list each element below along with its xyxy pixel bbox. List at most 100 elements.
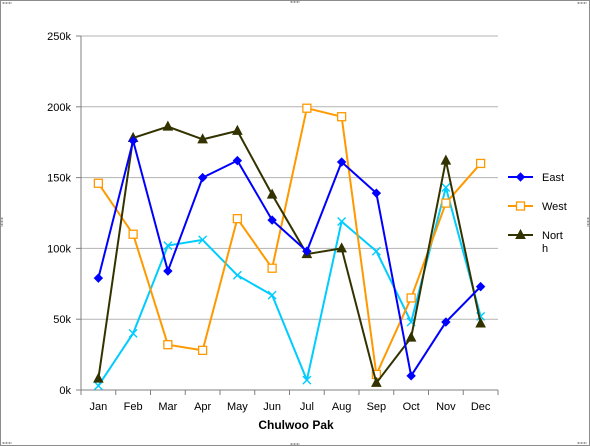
series-line-west — [97, 107, 482, 376]
x-marker-stroke — [128, 328, 138, 338]
y-tick-label: 250k — [47, 31, 71, 43]
legend-marker-diamond — [515, 172, 526, 182]
x-tick-label: Jan — [90, 401, 108, 413]
data-point-diamond — [441, 317, 451, 327]
data-point-diamond — [267, 215, 277, 225]
x-tick-label: Jun — [263, 401, 281, 413]
data-point-diamond — [93, 273, 104, 283]
legend-label: Nort h — [542, 230, 563, 255]
legend-marker-square — [515, 201, 526, 211]
y-tick-label: 0k — [59, 385, 71, 397]
data-point-diamond — [475, 281, 486, 292]
x-tick-label: Mar — [158, 401, 177, 413]
data-point-square — [336, 112, 347, 122]
data-point-x — [371, 246, 381, 256]
series-west[interactable] — [93, 103, 486, 380]
data-point-square — [475, 158, 486, 169]
series-unnamed[interactable] — [93, 183, 486, 391]
data-point-triangle — [197, 133, 208, 144]
x-marker-stroke — [163, 241, 173, 251]
legend-label: East — [542, 172, 564, 184]
series-line-unnamed — [97, 186, 482, 387]
plot-area[interactable] — [93, 103, 486, 391]
data-point-x — [232, 270, 242, 280]
bottom-left-corner-handle[interactable] — [2, 441, 12, 445]
x-marker-stroke — [441, 183, 451, 193]
y-tick-label: 200k — [47, 102, 71, 114]
bottom-resize-handle[interactable] — [290, 442, 300, 446]
data-point-square — [232, 214, 243, 224]
data-point-x — [337, 217, 347, 226]
x-tick-label: Dec — [471, 401, 491, 413]
data-point-square — [93, 178, 104, 188]
bottom-right-corner-handle[interactable] — [577, 441, 587, 445]
x-tick-label: Aug — [332, 401, 352, 413]
data-point-triangle — [266, 188, 278, 199]
legend-item-west[interactable]: West — [508, 201, 567, 213]
axes: 0k 50k 100k 150k 200k 250k Jan Feb Mar Apr May Jun J… — [47, 31, 499, 413]
data-point-square — [128, 229, 138, 239]
x-marker-stroke — [302, 375, 312, 385]
data-point-triangle — [232, 124, 243, 135]
data-point-triangle — [405, 331, 417, 342]
data-point-triangle — [371, 376, 382, 387]
data-point-square — [441, 198, 451, 208]
legend-marker-triangle — [515, 228, 526, 239]
x-marker-stroke — [267, 290, 277, 300]
data-point-x — [198, 235, 208, 245]
data-point-diamond — [406, 371, 416, 381]
data-point-diamond — [371, 188, 382, 198]
data-point-triangle — [93, 372, 104, 383]
data-point-triangle — [440, 154, 452, 165]
data-point-x — [93, 381, 103, 391]
x-tick-label: Jul — [300, 401, 314, 413]
x-marker-stroke — [93, 381, 103, 391]
data-point-diamond — [302, 246, 312, 256]
data-point-square — [406, 293, 416, 303]
x-tick-label: Oct — [403, 401, 420, 413]
series-east[interactable] — [93, 136, 486, 381]
legend-item-east[interactable]: East — [508, 172, 564, 184]
data-point-x — [267, 290, 277, 300]
data-point-square — [267, 263, 277, 273]
legend-label-line: h — [542, 243, 548, 255]
legend-label-line: Nort — [542, 230, 563, 242]
data-point-x — [128, 328, 138, 338]
right-resize-handle[interactable] — [586, 217, 590, 227]
legend-item-nort-h[interactable]: Nort h — [508, 228, 563, 255]
data-point-diamond — [128, 136, 138, 146]
x-tick-label: Apr — [194, 401, 211, 413]
x-tick-label: Nov — [436, 401, 456, 413]
x-marker-stroke — [337, 217, 347, 226]
data-point-triangle — [475, 317, 486, 328]
x-tick-label: May — [227, 401, 248, 413]
data-point-triangle — [162, 120, 174, 131]
x-marker-stroke — [198, 235, 208, 245]
x-marker-stroke — [371, 246, 381, 256]
y-tick-label: 100k — [47, 243, 71, 255]
top-resize-handle[interactable] — [290, 0, 300, 4]
x-marker-stroke — [232, 270, 242, 280]
x-tick-label: Sep — [367, 401, 387, 413]
series-line-east — [97, 139, 482, 377]
x-marker-stroke — [476, 311, 486, 321]
y-tick-label: 150k — [47, 173, 71, 185]
series-line-nort-h — [97, 125, 482, 384]
legend[interactable]: East West Nort h — [508, 172, 567, 255]
left-resize-handle[interactable] — [0, 217, 4, 227]
data-point-x — [302, 375, 312, 385]
data-point-square — [197, 345, 208, 356]
data-point-square — [163, 340, 173, 350]
data-point-diamond — [336, 157, 347, 167]
y-tick-label: 50k — [53, 314, 71, 326]
x-axis-title: Chulwoo Pak — [258, 418, 334, 432]
top-right-corner-handle[interactable] — [577, 1, 587, 5]
data-point-diamond — [232, 155, 243, 166]
data-point-triangle — [336, 242, 347, 253]
data-point-x — [163, 241, 173, 251]
data-point-x — [441, 183, 451, 193]
legend-label: West — [542, 201, 567, 213]
top-left-corner-handle[interactable] — [2, 1, 12, 5]
